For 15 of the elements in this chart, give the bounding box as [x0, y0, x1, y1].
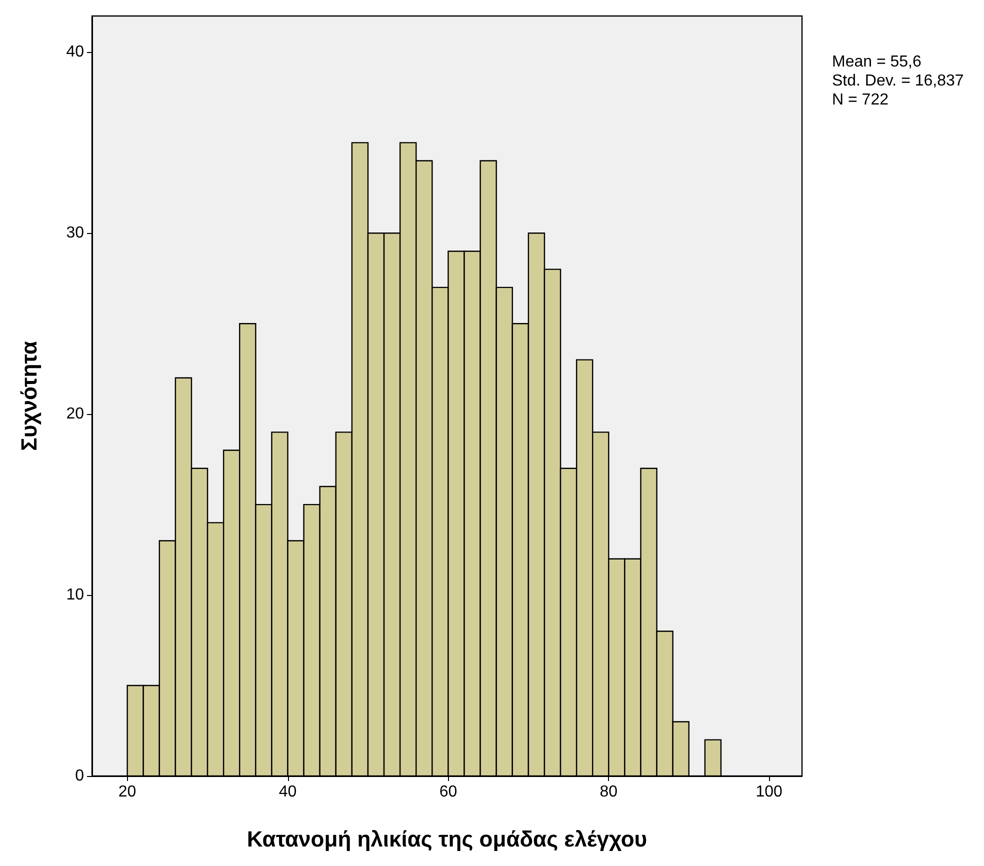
y-tick-label: 40 — [66, 44, 84, 61]
x-axis-title: Κατανομή ηλικίας της ομάδας ελέγχου — [246, 826, 648, 852]
y-axis-title: Συχνότητα — [16, 340, 42, 451]
text: N = 722 — [832, 92, 889, 108]
text: Mean = 55,6 — [832, 54, 922, 70]
y-tick-label: 0 — [75, 768, 84, 784]
x-tick-label: 60 — [439, 784, 458, 800]
y-tick-label: 30 — [66, 224, 84, 242]
x-tick-label: 40 — [278, 784, 297, 800]
text: Std. Dev. = 16,837 — [832, 72, 964, 90]
x-tick-label: 20 — [118, 784, 136, 800]
x-tick-label: 100 — [756, 784, 783, 800]
y-tick-label: 10 — [66, 586, 84, 604]
x-tick-label: 80 — [600, 784, 618, 800]
y-tick-label: 20 — [66, 406, 84, 423]
